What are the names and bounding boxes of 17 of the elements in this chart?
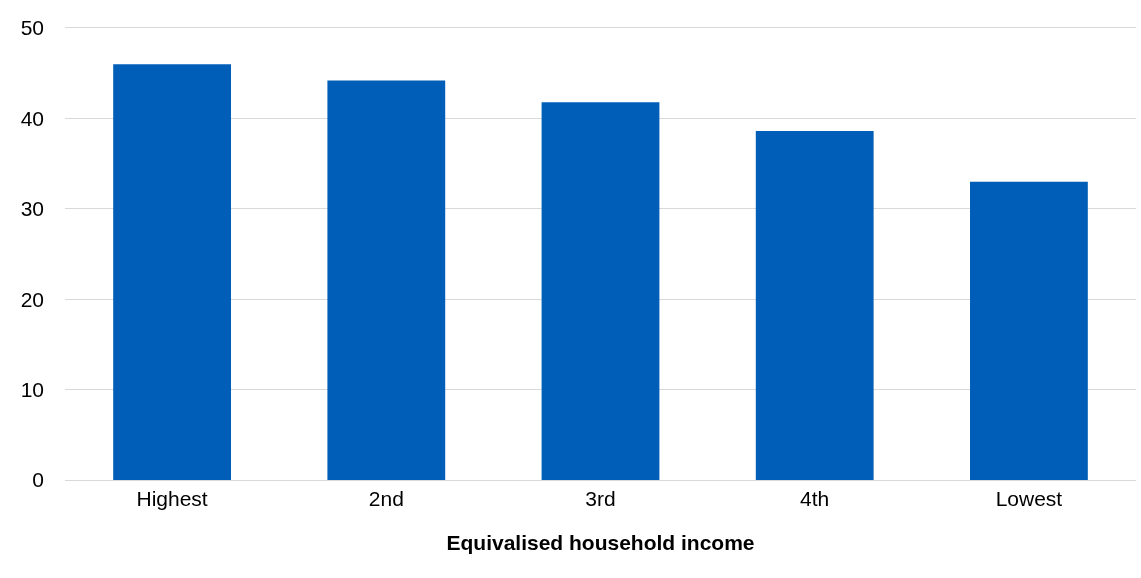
y-tick-label: 30 — [20, 197, 44, 221]
bar — [970, 181, 1088, 480]
x-tick-label: 4th — [800, 487, 830, 511]
y-tick-label: 10 — [20, 377, 44, 401]
x-axis-title: Equivalised household income — [446, 530, 755, 554]
bar — [541, 102, 660, 480]
x-tick-label: Highest — [136, 487, 208, 511]
x-tick-label: Lowest — [995, 487, 1063, 511]
y-tick-label: 50 — [20, 16, 44, 40]
y-tick-label: 20 — [20, 287, 44, 311]
y-tick-label: 0 — [32, 468, 44, 492]
x-tick-label: 2nd — [368, 487, 404, 511]
y-tick-label: 40 — [20, 106, 44, 130]
x-tick-label: 3rd — [585, 487, 616, 511]
bar — [113, 64, 232, 480]
bar — [327, 80, 446, 480]
bar — [755, 131, 874, 480]
